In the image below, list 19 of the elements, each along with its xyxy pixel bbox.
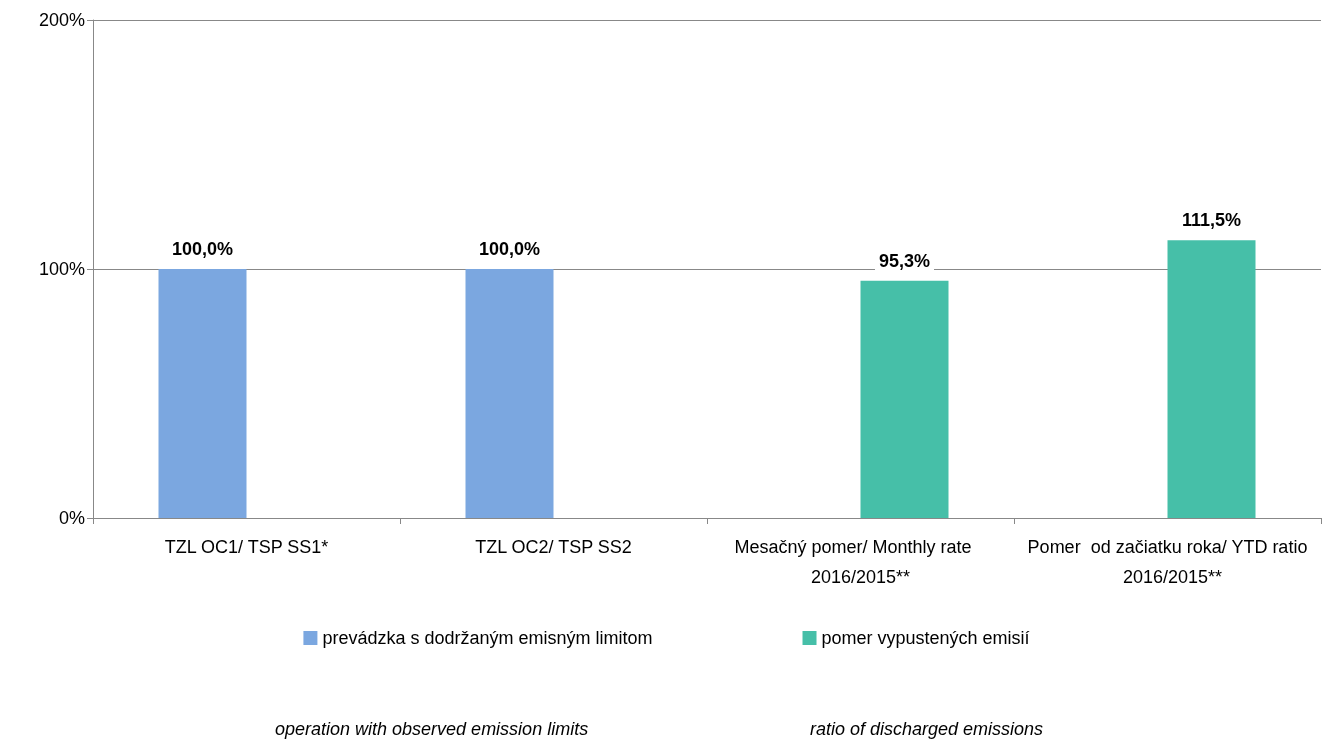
data-label: 95,3%	[878, 250, 931, 271]
x-tick-label: TZL OC1/ TSP SS1*	[164, 537, 329, 557]
y-tick-label: 0%	[58, 508, 85, 528]
bar	[1167, 240, 1256, 518]
bar	[465, 269, 554, 518]
x-tick-label: Pomer od začiatku roka/ YTD ratio 2016/2015**	[1027, 537, 1308, 587]
y-tick-label: 100%	[38, 259, 85, 279]
legend-label: prevádzka s dodržaným emisným limitom	[322, 628, 653, 648]
text: ratio of discharged emissions	[810, 719, 1044, 739]
bar	[860, 280, 949, 518]
y-tick-label: 200%	[38, 10, 85, 30]
data-label: 100,0%	[171, 239, 234, 259]
text: operation with observed emission limits	[275, 719, 589, 739]
data-label: 111,5%	[1181, 210, 1242, 231]
data-label: 100,0%	[478, 239, 541, 259]
x-tick-label: TZL OC2/ TSP SS2	[475, 537, 632, 557]
legend-label: pomer vypustených emisií	[821, 628, 1030, 648]
bar	[158, 269, 247, 518]
x-tick-label: Mesačný pomer/ Monthly rate 2016/2015**	[734, 537, 987, 587]
